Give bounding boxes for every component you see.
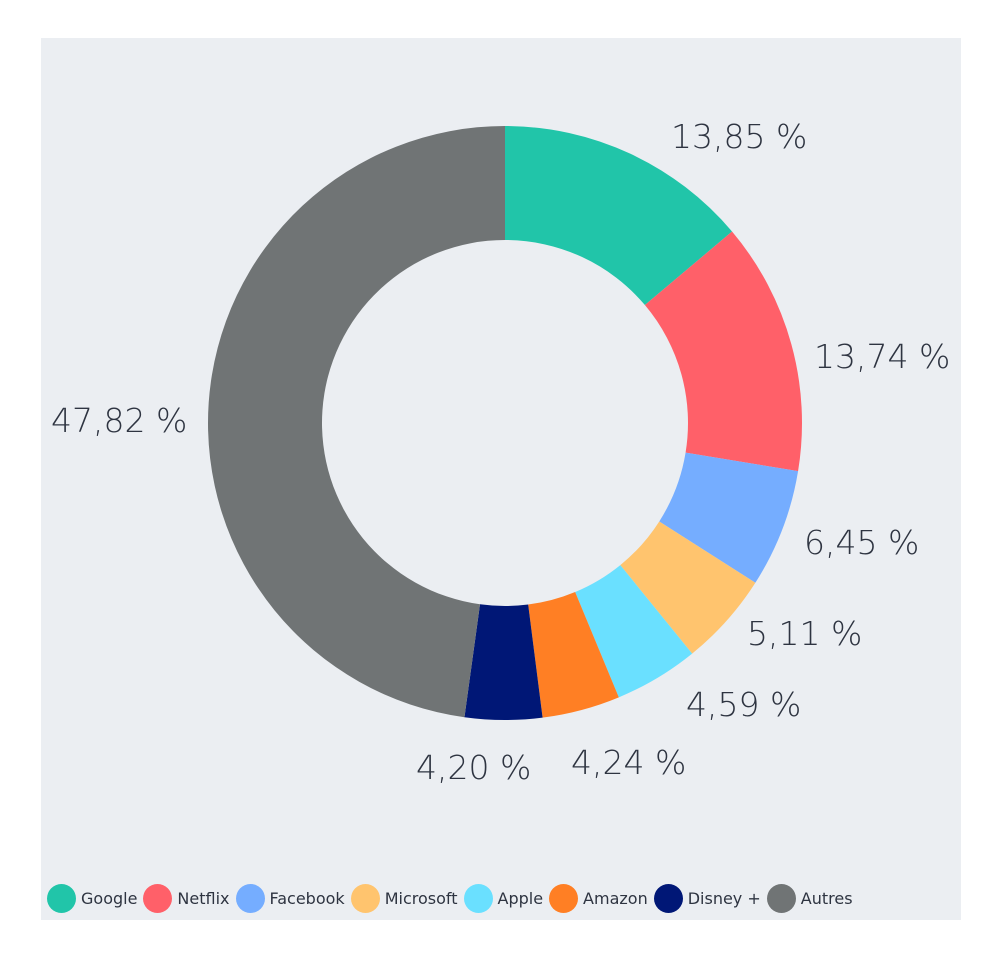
data-label-facebook: 6,45 % — [804, 523, 919, 562]
chart-panel: 13,85 % 13,74 % 6,45 % 5,11 % 4,59 % 4,24 % 4,… — [41, 38, 961, 920]
data-label-microsoft: 5,11 % — [747, 614, 862, 653]
legend-swatch — [549, 883, 579, 913]
legend-swatch — [47, 883, 76, 913]
legend-label: Autres — [800, 888, 853, 908]
legend-item-netflix: Netflix — [143, 883, 230, 913]
legend-label: Microsoft — [384, 888, 458, 908]
donut-chart: 13,85 % 13,74 % 6,45 % 5,11 % 4,59 %4,24 % 4,… — [51, 117, 950, 787]
data-label-disney: 4,20 % — [416, 748, 531, 787]
legend-label: Amazon — [583, 888, 648, 908]
legend-label: Netflix — [177, 888, 230, 908]
legend-swatch — [463, 883, 493, 913]
slice-amazon — [528, 592, 619, 718]
slice-netflix — [644, 231, 802, 472]
legend-item-google: Google — [47, 883, 138, 913]
data-label-apple: 4,59 % — [686, 685, 801, 724]
legend-label: Disney + — [687, 888, 761, 908]
data-label-google: 13,85 % — [671, 117, 807, 156]
legend-swatch — [235, 883, 265, 913]
legend-swatch — [653, 883, 683, 913]
slice-microsoft — [620, 521, 756, 654]
legend-item-apple: Apple — [463, 883, 544, 913]
data-label-netflix: 13,74 % — [814, 337, 950, 376]
legend-label: Facebook — [269, 888, 345, 908]
legend-item-autres: Autres — [766, 883, 853, 913]
slice-apple — [575, 565, 693, 698]
legend-label: Google — [81, 888, 138, 908]
slice-disney — [464, 604, 543, 720]
legend-item-disney: Disney + — [653, 883, 761, 913]
legend-item-amazon: Amazon — [549, 883, 648, 913]
data-label-autres: 47,82 % — [51, 401, 187, 440]
slice-google — [505, 126, 733, 306]
legend-swatch — [143, 883, 173, 913]
legend-swatch — [350, 883, 380, 913]
data-label-amazon: 4,24 % — [571, 743, 686, 782]
slice-facebook — [659, 452, 799, 583]
legend-label: Apple — [497, 888, 544, 908]
slice-autres — [208, 126, 505, 718]
legend-item-microsoft: Microsoft — [350, 883, 458, 913]
legend: Google Netflix Facebook Microsoft Apple Amazo… — [47, 882, 859, 914]
legend-swatch — [766, 883, 796, 913]
legend-item-facebook: Facebook — [235, 883, 345, 913]
